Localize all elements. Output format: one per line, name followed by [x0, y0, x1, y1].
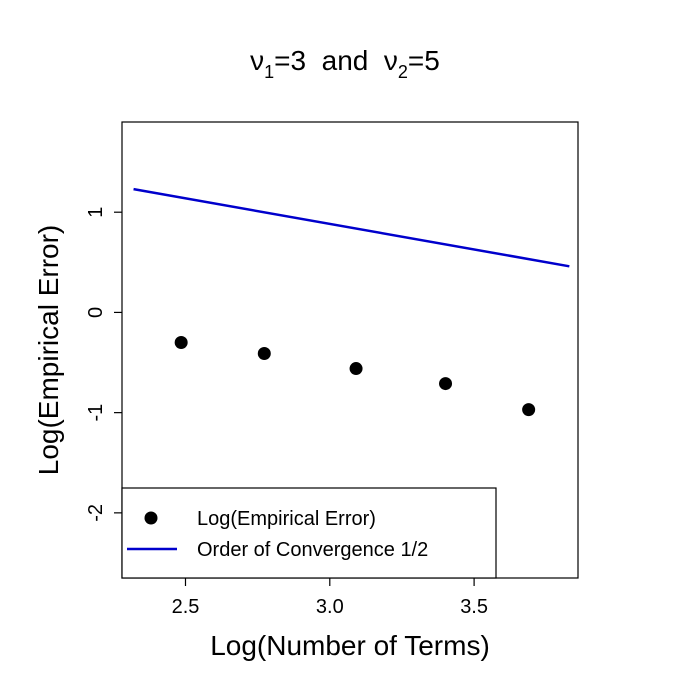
y-tick-label: -2	[85, 504, 107, 522]
y-axis: -2 -1 0 1	[85, 207, 122, 522]
convergence-line-series	[133, 187, 570, 268]
x-axis: 2.5 3.0 3.5	[172, 578, 488, 618]
data-point	[174, 335, 188, 349]
y-tick-label: -1	[85, 404, 107, 422]
legend-box	[121, 487, 497, 579]
y-tick-label: 0	[85, 307, 107, 318]
y-axis-title: Log(Empirical Error)	[33, 225, 64, 476]
legend-label-points: Log(Empirical Error)	[197, 508, 376, 530]
convergence-line	[133, 187, 570, 268]
legend: Log(Empirical Error) Order of Convergenc…	[121, 487, 497, 579]
x-tick-label: 3.5	[460, 596, 488, 618]
data-point	[439, 377, 453, 391]
data-point	[257, 347, 271, 361]
x-axis-title: Log(Number of Terms)	[210, 630, 490, 661]
data-point	[522, 403, 536, 417]
x-tick-label: 3.0	[316, 596, 344, 618]
y-tick-label: 1	[85, 207, 107, 218]
legend-point-marker	[144, 511, 158, 525]
legend-label-line: Order of Convergence 1/2	[197, 539, 428, 561]
x-tick-label: 2.5	[172, 596, 200, 618]
empirical-error-points	[174, 335, 536, 417]
data-point	[349, 362, 363, 376]
chart-title: ν1=3 and ν2=5	[250, 45, 440, 82]
